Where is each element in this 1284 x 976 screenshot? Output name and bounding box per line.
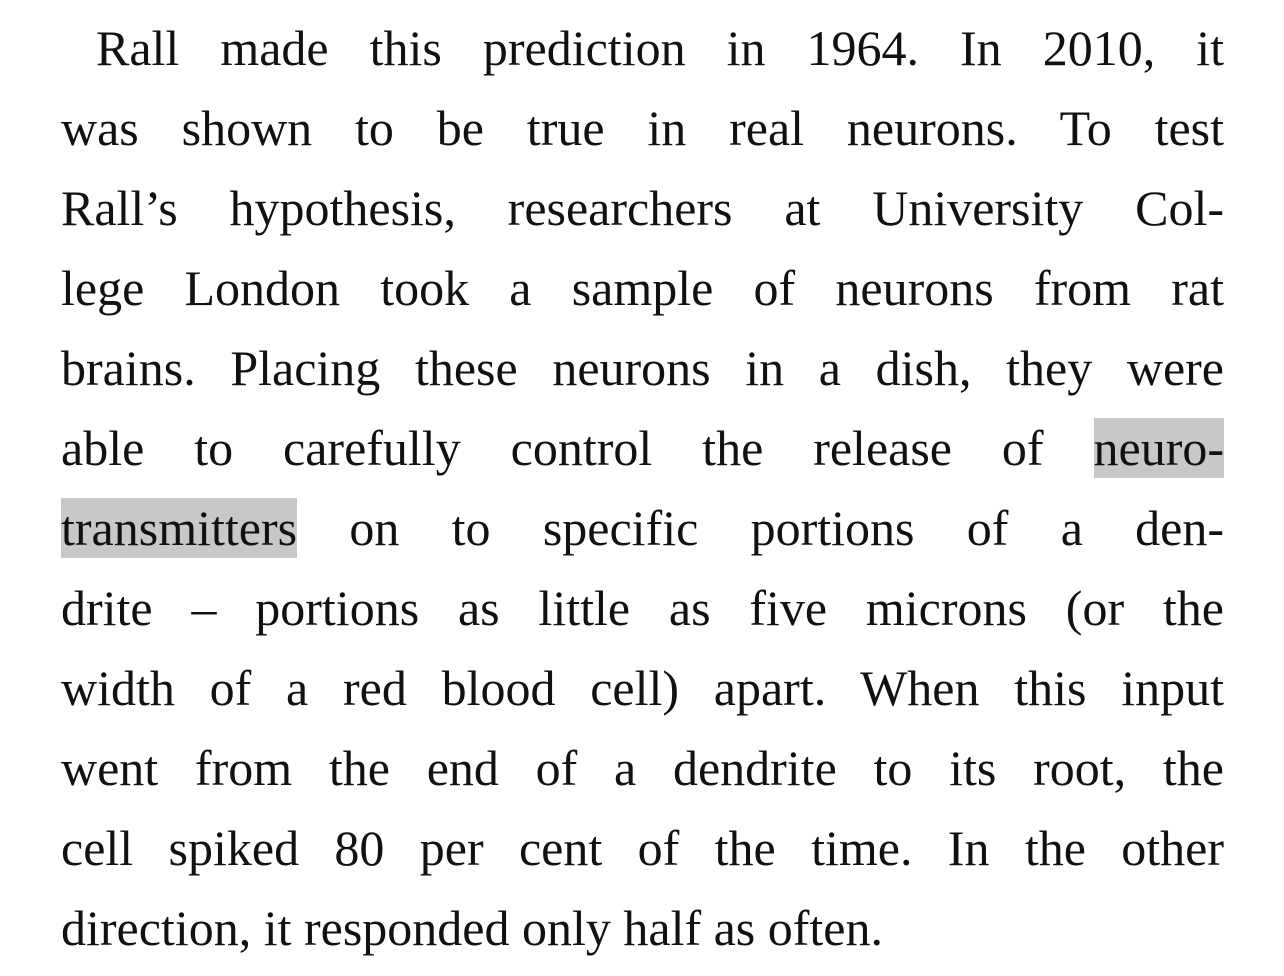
text-line: width of a red blood cell) apart. When t… [61,660,1224,716]
text-segment: on to specific portions of a den- [349,500,1224,556]
text-line: went from the end of a dendrite to its r… [61,740,1224,796]
text-line: Rall’s hypothesis, researchers at Univer… [61,180,1224,236]
text-line: was shown to be true in real neurons. To… [61,100,1224,156]
text-line: direction, it responded only half as oft… [61,900,883,956]
text-line: lege London took a sample of neurons fro… [61,260,1224,316]
text-line: Rall made this prediction in 1964. In 20… [96,20,1224,76]
text-line-with-highlight: transmitters on to specific portions of … [61,488,1224,568]
text-line: cell spiked 80 per cent of the time. In … [61,820,1224,876]
text-line-with-highlight: able to carefully control the release of… [61,408,1224,488]
highlighted-word[interactable]: neuro- [1093,418,1224,478]
text-segment: able to carefully control the release of [61,420,1044,476]
text-line: brains. Placing these neurons in a dish,… [61,340,1224,396]
text-line: drite – portions as little as five micro… [61,580,1224,636]
highlighted-word[interactable]: transmitters [61,498,298,558]
reading-page: Rall made this prediction in 1964. In 20… [61,8,1224,968]
